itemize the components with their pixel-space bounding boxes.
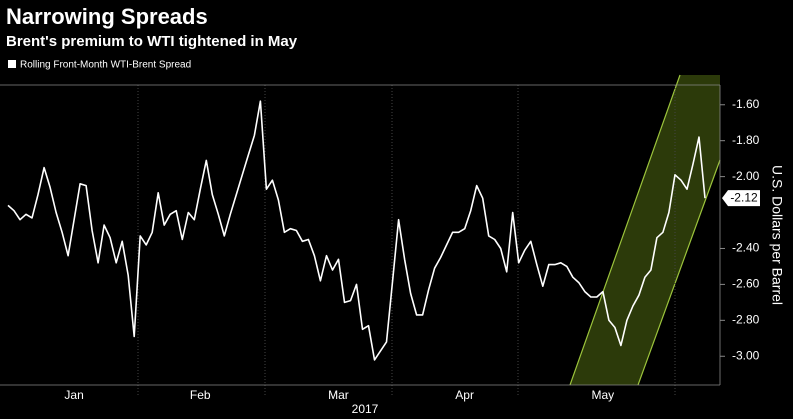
y-tick-label: -2.80 xyxy=(732,313,760,327)
y-tick-label: -1.60 xyxy=(732,97,760,111)
x-tick-label: Jan xyxy=(64,388,83,402)
channel-band xyxy=(570,75,720,385)
y-tick-label: -2.40 xyxy=(732,241,760,255)
month-separators xyxy=(137,85,676,395)
last-value-label: -2.12 xyxy=(730,190,758,204)
x-tick-label: Mar xyxy=(328,388,349,402)
y-tick-label: -1.80 xyxy=(732,133,760,147)
y-tick-label: -3.00 xyxy=(732,348,760,362)
x-tick-label: Apr xyxy=(455,388,474,402)
channel-edge xyxy=(569,74,681,386)
last-value-box xyxy=(722,190,760,207)
x-tick-label: Feb xyxy=(190,388,211,402)
y-tick-label: -2.60 xyxy=(732,277,760,291)
legend-label: Rolling Front-Month WTI-Brent Spread xyxy=(20,60,191,71)
channel-edge xyxy=(637,159,721,386)
legend-swatch xyxy=(8,60,16,68)
chart-subtitle: Brent's premium to WTI tightened in May xyxy=(6,33,298,50)
y-axis-label: U.S. Dollars per Barrel xyxy=(769,165,785,305)
x-tick-label: May xyxy=(592,388,615,402)
series-line xyxy=(7,100,706,361)
y-tick-label: -2.00 xyxy=(732,169,760,183)
x-axis-label: 2017 xyxy=(352,402,379,416)
chart-title: Narrowing Spreads xyxy=(6,4,208,29)
